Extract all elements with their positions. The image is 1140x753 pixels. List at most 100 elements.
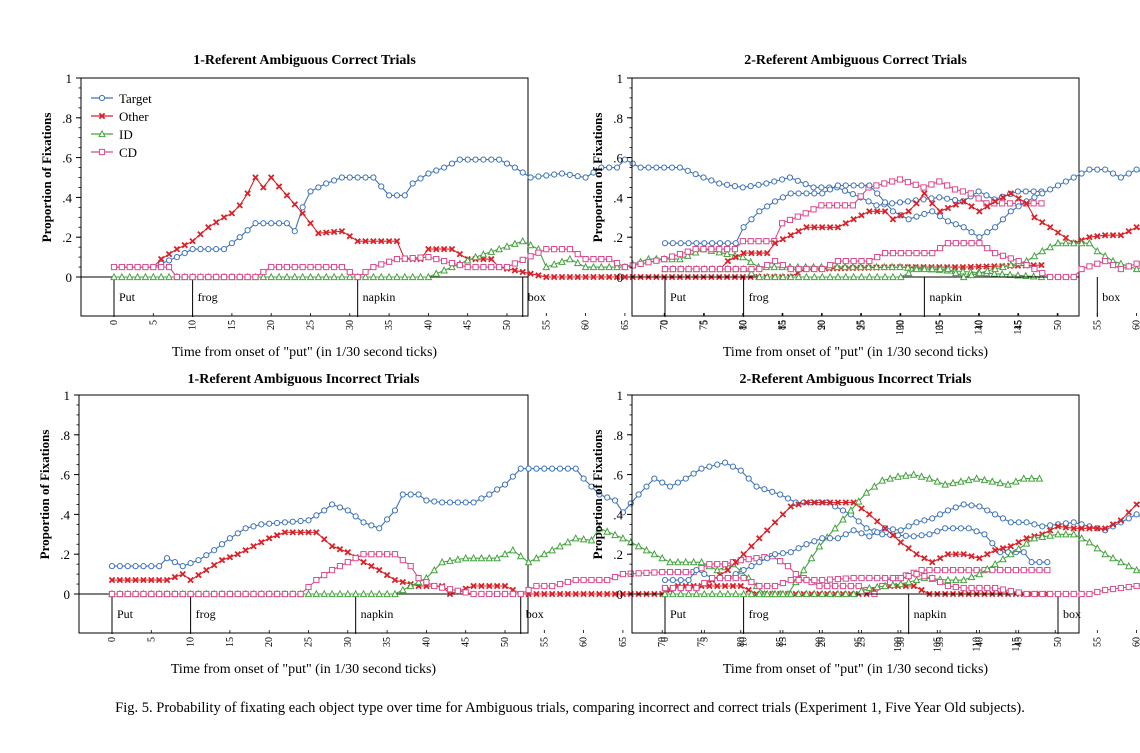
data-point bbox=[533, 465, 540, 472]
data-point bbox=[141, 272, 150, 281]
data-point bbox=[338, 272, 346, 281]
data-point bbox=[685, 584, 692, 592]
data-point bbox=[740, 574, 747, 582]
data-point bbox=[386, 192, 393, 199]
data-point bbox=[881, 272, 889, 281]
data-point bbox=[511, 260, 518, 267]
data-point bbox=[685, 576, 692, 584]
y-tick-label: 1 bbox=[66, 71, 73, 86]
data-point bbox=[771, 257, 779, 265]
data-point bbox=[952, 504, 959, 511]
data-point bbox=[949, 567, 957, 574]
data-point bbox=[818, 499, 826, 506]
data-point bbox=[960, 240, 967, 247]
data-point bbox=[896, 176, 904, 183]
data-point bbox=[897, 250, 904, 257]
data-point bbox=[313, 529, 320, 536]
data-point bbox=[486, 491, 493, 498]
data-point bbox=[874, 529, 881, 536]
data-point bbox=[874, 574, 881, 582]
data-point bbox=[1070, 273, 1077, 281]
data-point bbox=[959, 263, 967, 271]
x-tick-label: 55 bbox=[539, 637, 550, 647]
y-tick-label: .8 bbox=[62, 111, 72, 126]
data-point bbox=[842, 499, 850, 506]
data-point bbox=[1023, 590, 1030, 598]
y-tick-label: 1 bbox=[617, 388, 624, 403]
data-point bbox=[518, 236, 527, 245]
legend-marker bbox=[98, 112, 106, 120]
data-point bbox=[501, 590, 509, 598]
data-point bbox=[1070, 525, 1077, 532]
data-point bbox=[431, 582, 438, 590]
data-point bbox=[904, 268, 913, 277]
y-tick-label: .8 bbox=[60, 428, 70, 443]
data-point bbox=[753, 555, 760, 562]
word-label: box bbox=[1102, 290, 1120, 304]
data-point bbox=[777, 491, 784, 498]
data-point bbox=[220, 214, 228, 221]
data-point bbox=[619, 571, 626, 578]
data-point bbox=[771, 582, 779, 590]
x-tick-label: 5 bbox=[148, 320, 159, 325]
data-point bbox=[250, 590, 257, 598]
data-point bbox=[669, 265, 676, 273]
data-point bbox=[942, 567, 949, 574]
x-tick-label: 35 bbox=[935, 320, 946, 330]
data-point bbox=[912, 264, 921, 273]
data-point bbox=[456, 261, 463, 269]
data-point bbox=[999, 216, 1007, 223]
data-point bbox=[471, 252, 480, 261]
data-point bbox=[386, 258, 393, 265]
data-point bbox=[156, 563, 163, 570]
y-axis-label: Proportion of Fixations bbox=[590, 430, 605, 560]
data-point bbox=[756, 265, 763, 273]
data-point bbox=[771, 551, 779, 558]
data-point bbox=[314, 272, 323, 281]
data-point bbox=[1069, 530, 1078, 538]
data-point bbox=[748, 543, 755, 550]
data-point bbox=[488, 263, 495, 271]
data-point bbox=[839, 515, 847, 523]
data-point bbox=[693, 240, 700, 247]
data-point bbox=[448, 262, 456, 271]
data-point bbox=[676, 589, 685, 598]
data-point bbox=[252, 220, 259, 227]
data-point bbox=[786, 216, 794, 224]
data-point bbox=[666, 569, 674, 576]
data-point bbox=[1133, 166, 1140, 173]
data-point bbox=[415, 574, 422, 582]
data-point bbox=[661, 589, 669, 598]
data-point bbox=[988, 477, 997, 485]
data-point bbox=[753, 483, 760, 490]
data-point bbox=[525, 465, 532, 472]
data-point bbox=[441, 164, 448, 171]
data-point bbox=[1007, 255, 1014, 262]
data-point bbox=[627, 500, 634, 507]
data-point bbox=[1044, 567, 1051, 574]
data-point bbox=[881, 199, 889, 206]
data-point bbox=[677, 584, 684, 592]
data-point bbox=[764, 261, 771, 269]
data-point bbox=[320, 536, 328, 543]
x-tick-label: 70 bbox=[659, 320, 670, 330]
data-point bbox=[181, 250, 188, 257]
data-point bbox=[833, 262, 841, 271]
data-point bbox=[811, 576, 818, 584]
x-tick-label: 10 bbox=[186, 637, 197, 647]
data-point bbox=[929, 574, 936, 582]
data-point bbox=[454, 587, 461, 594]
data-point bbox=[446, 586, 454, 593]
data-point bbox=[535, 272, 542, 279]
data-point bbox=[889, 250, 897, 257]
data-point bbox=[944, 264, 952, 273]
x-tick-label: 110 bbox=[972, 637, 983, 652]
y-tick-label: .4 bbox=[62, 190, 72, 205]
x-tick-label: 40 bbox=[423, 320, 434, 330]
data-point bbox=[763, 589, 772, 598]
data-point bbox=[273, 532, 281, 539]
data-point bbox=[352, 513, 359, 520]
data-point bbox=[307, 188, 314, 195]
data-point bbox=[454, 555, 462, 563]
data-point bbox=[721, 459, 729, 466]
